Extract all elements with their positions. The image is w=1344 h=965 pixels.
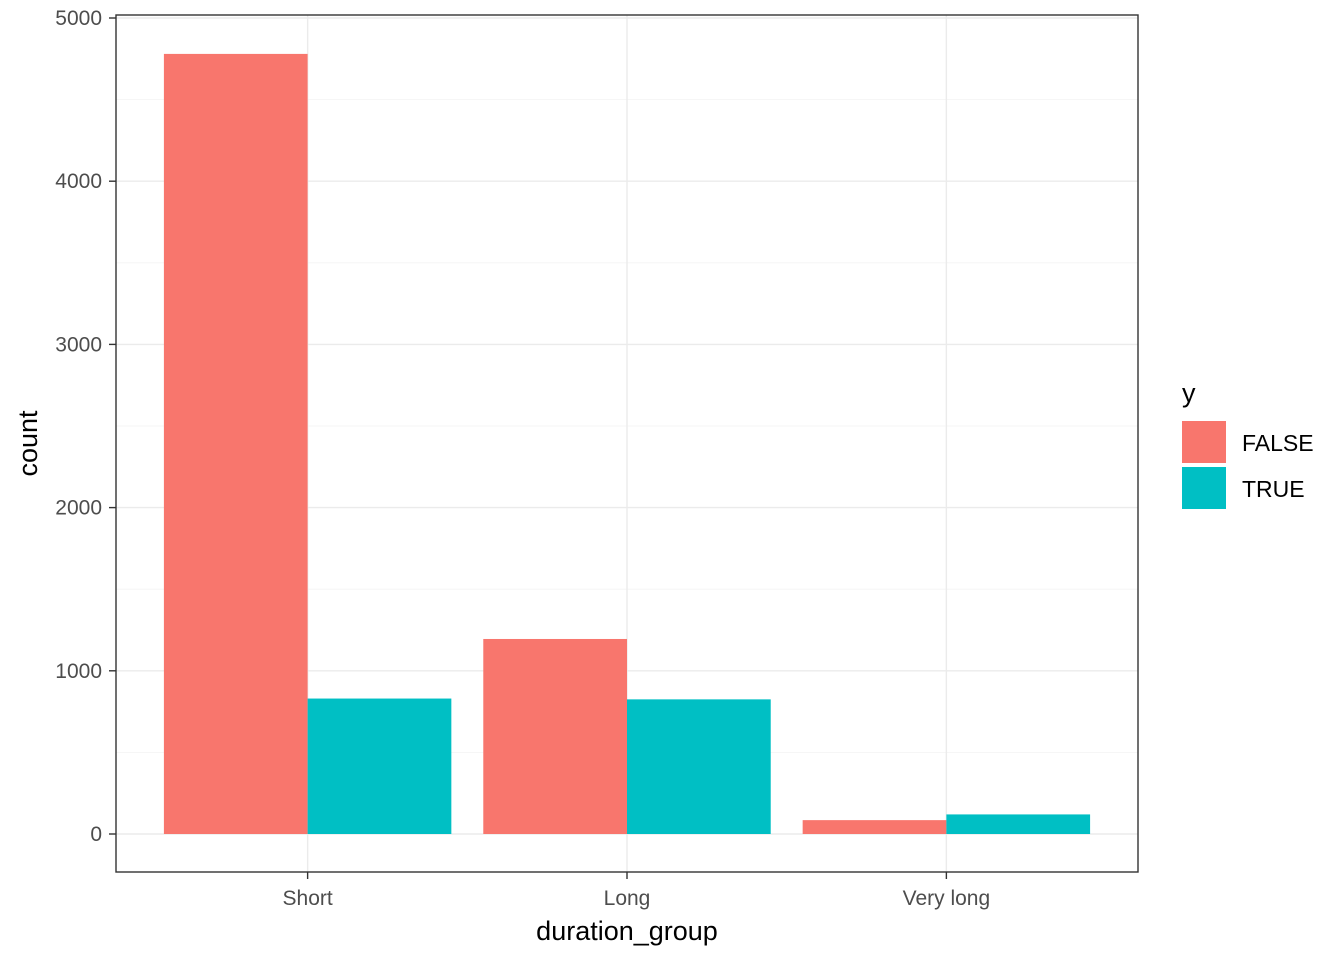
bar-true-long: [627, 699, 771, 834]
bars: [163, 53, 1091, 835]
y-tick-label: 3000: [55, 333, 102, 356]
x-tick-label: Very long: [903, 887, 991, 910]
bar-false-short: [163, 53, 308, 835]
y-axis-title: count: [13, 410, 43, 477]
y-tick-label: 5000: [55, 7, 102, 30]
x-tick-label: Short: [283, 887, 333, 910]
bar-true-short: [307, 698, 452, 834]
legend-title: y: [1182, 378, 1196, 408]
legend-label-true: TRUE: [1242, 476, 1305, 502]
legend-key-false: [1182, 421, 1226, 463]
y-tick-label: 2000: [55, 497, 102, 520]
bar-true-very-long: [946, 814, 1091, 834]
legend: y FALSE TRUE: [1182, 378, 1314, 509]
bar-false-very-long: [802, 820, 947, 834]
y-tick-label: 4000: [55, 170, 102, 193]
y-tick-label: 1000: [55, 660, 102, 683]
legend-label-false: FALSE: [1242, 430, 1314, 456]
x-axis-title: duration_group: [536, 916, 718, 946]
axes: 0 1000 2000 3000 4000 5000 Short Long Very long: [55, 7, 990, 910]
x-tick-label: Long: [604, 887, 651, 910]
legend-key-true: [1182, 467, 1226, 509]
y-tick-label: 0: [90, 823, 102, 846]
bar-false-long: [483, 638, 627, 834]
